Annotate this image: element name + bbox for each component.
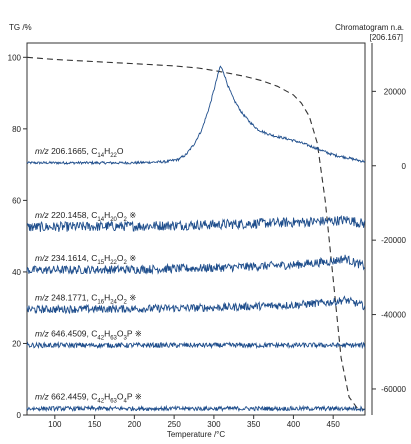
formula-subscript: 3 — [124, 335, 128, 341]
right-tick-label: 20000 — [384, 87, 407, 96]
trace-label: m/z 662.4459, C42H63O4P ※ — [35, 392, 142, 405]
formula-subscript: 14 — [97, 153, 104, 159]
x-tick-label: 250 — [167, 420, 181, 429]
formula-subscript: 22 — [110, 153, 117, 159]
x-axis-title: Temperature /°C — [167, 430, 226, 439]
mz-prefix: m/z — [35, 210, 49, 220]
trace-line — [26, 214, 366, 232]
right-tick-label: -20000 — [381, 236, 406, 245]
formula-subscript: 20 — [110, 217, 117, 223]
mass-value: 234.1614, C — [49, 253, 98, 263]
formula-element: H — [104, 253, 110, 263]
right-tick-label: 0 — [402, 162, 407, 171]
x-tick-label: 400 — [287, 420, 301, 429]
mass-value: 206.1665, C — [49, 146, 98, 156]
formula-element: H — [104, 146, 110, 156]
formula-element: O — [117, 253, 124, 263]
reference-mark: ※ — [132, 392, 141, 402]
trace-label: m/z 234.1614, C15H22O2 ※ — [35, 253, 136, 266]
formula-subscript: 63 — [110, 335, 117, 341]
trace-line — [26, 254, 366, 275]
mz-prefix: m/z — [35, 328, 49, 338]
trace-label: m/z 646.4509, C42H63O3P ※ — [35, 328, 142, 341]
trace-line — [26, 340, 366, 350]
formula-subscript: 22 — [110, 260, 117, 266]
left-tick-label: 100 — [8, 53, 22, 62]
formula-subscript: 4 — [124, 399, 128, 405]
formula-element: P — [127, 392, 133, 402]
formula-element: O — [117, 210, 124, 220]
formula-element: O — [117, 146, 124, 156]
x-tick-label: 100 — [48, 420, 62, 429]
tg-curve — [26, 56, 366, 411]
right-tick-label: -60000 — [381, 385, 406, 394]
formula-subscript: 42 — [97, 335, 104, 341]
right-axis-subtitle: [206.167] — [370, 33, 403, 42]
mass-value: 662.4459, C — [49, 392, 98, 402]
x-tick-label: 200 — [128, 420, 142, 429]
formula-subscript: 14 — [97, 217, 104, 223]
mz-prefix: m/z — [35, 392, 49, 402]
formula-subscript: 16 — [97, 299, 104, 305]
formula-element: H — [104, 210, 110, 220]
formula-subscript: 2 — [124, 217, 128, 223]
axis-titles: TG /% Chromatogram n.a. [206.167] Temper… — [9, 23, 404, 439]
formula-element: O — [117, 328, 124, 338]
trace-line — [26, 295, 366, 315]
reference-mark: ※ — [127, 292, 136, 302]
mz-prefix: m/z — [35, 253, 49, 263]
formula-subscript: 63 — [110, 399, 117, 405]
left-tick-label: 20 — [12, 339, 21, 348]
formula-subscript: 2 — [124, 260, 128, 266]
formula-element: O — [117, 392, 124, 402]
formula-element: P — [127, 328, 133, 338]
left-tick-label: 80 — [12, 125, 21, 134]
x-tick-label: 450 — [327, 420, 341, 429]
reference-mark: ※ — [127, 253, 136, 263]
formula-subscript: 24 — [110, 299, 117, 305]
left-tick-label: 40 — [12, 268, 21, 277]
trace-label: m/z 220.1458, C14H20O2 ※ — [35, 210, 136, 223]
left-axis-title: TG /% — [9, 23, 32, 32]
trace-line — [26, 65, 366, 166]
plot-frame — [26, 42, 366, 416]
formula-element: H — [104, 392, 110, 402]
formula-element: H — [104, 328, 110, 338]
x-axis-ticks: 100 150 200 250 300 350 400 450 — [48, 415, 340, 429]
trace-line — [26, 404, 366, 413]
mz-prefix: m/z — [35, 146, 49, 156]
reference-mark: ※ — [127, 210, 136, 220]
x-tick-label: 350 — [247, 420, 261, 429]
mass-value: 248.1771, C — [49, 292, 98, 302]
trace-label: m/z 248.1771, C16H24O2 ※ — [35, 292, 136, 305]
formula-subscript: 2 — [124, 299, 128, 305]
left-tick-label: 0 — [17, 411, 22, 420]
x-tick-label: 150 — [88, 420, 102, 429]
trace-label: m/z 206.1665, C14H22O — [35, 146, 124, 159]
formula-element: O — [117, 292, 124, 302]
right-tick-label: -40000 — [381, 311, 406, 320]
left-axis-ticks: 0 20 40 60 80 100 — [8, 53, 27, 420]
series-layer — [26, 56, 366, 413]
reference-mark: ※ — [132, 328, 141, 338]
mass-value: 646.4509, C — [49, 328, 98, 338]
mz-prefix: m/z — [35, 292, 49, 302]
formula-subscript: 15 — [97, 260, 104, 266]
right-axis-ticks: -60000 -40000 -20000 0 20000 — [371, 43, 407, 415]
formula-element: H — [104, 292, 110, 302]
formula-subscript: 42 — [97, 399, 104, 405]
left-tick-label: 60 — [12, 196, 21, 205]
mass-value: 220.1458, C — [49, 210, 98, 220]
x-tick-label: 300 — [207, 420, 221, 429]
right-axis-title: Chromatogram n.a. — [335, 23, 404, 32]
